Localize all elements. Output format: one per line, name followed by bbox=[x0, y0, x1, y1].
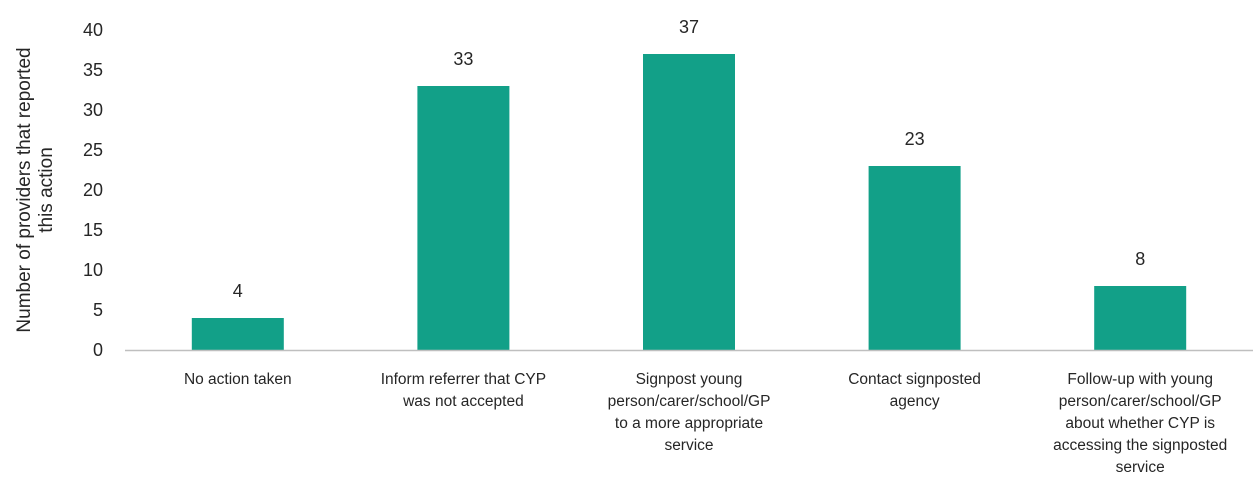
category-label-line: Signpost young bbox=[636, 371, 743, 388]
category-label-line: person/carer/school/GP bbox=[608, 393, 771, 410]
y-axis-title-line: this action bbox=[36, 147, 57, 233]
y-axis-ticks: 0 5 10 15 20 25 30 35 40 bbox=[83, 20, 103, 360]
category-label-line: person/carer/school/GP bbox=[1059, 393, 1222, 410]
y-tick-label: 20 bbox=[83, 180, 103, 200]
y-tick-label: 30 bbox=[83, 100, 103, 120]
category-label-line: to a more appropriate bbox=[615, 415, 763, 432]
y-tick-label: 25 bbox=[83, 140, 103, 160]
category-label-line: Contact signposted bbox=[848, 371, 981, 388]
category-label-line: service bbox=[664, 437, 713, 454]
category-label-line: No action taken bbox=[184, 371, 292, 388]
bar bbox=[191, 318, 284, 350]
y-axis-title-line: Number of providers that reported bbox=[14, 47, 35, 332]
category-labels: No action taken Inform referrer that CYP w… bbox=[184, 371, 1227, 476]
category-label-line: was not accepted bbox=[402, 393, 524, 410]
y-tick-label: 10 bbox=[83, 260, 103, 280]
bar bbox=[417, 86, 510, 350]
data-label: 4 bbox=[233, 281, 243, 301]
category-label-line: Inform referrer that CYP bbox=[381, 371, 546, 388]
data-label: 37 bbox=[679, 17, 699, 37]
category-label-line: Follow-up with young bbox=[1067, 371, 1213, 388]
data-label: 23 bbox=[905, 129, 925, 149]
bar bbox=[1094, 286, 1187, 350]
y-tick-label: 15 bbox=[83, 220, 103, 240]
data-label: 33 bbox=[453, 49, 473, 69]
data-label: 8 bbox=[1135, 249, 1145, 269]
category-label-line: accessing the signposted bbox=[1053, 437, 1227, 454]
y-tick-label: 0 bbox=[93, 340, 103, 360]
category-label-line: agency bbox=[890, 393, 940, 410]
y-axis-title: Number of providers that reported this ac… bbox=[14, 47, 57, 332]
y-tick-label: 5 bbox=[93, 300, 103, 320]
data-labels: 4 33 37 23 8 bbox=[233, 17, 1145, 301]
y-tick-label: 40 bbox=[83, 20, 103, 40]
bar bbox=[643, 54, 735, 350]
bar bbox=[868, 166, 961, 350]
category-label-line: about whether CYP is bbox=[1065, 415, 1215, 432]
category-label-line: service bbox=[1116, 459, 1165, 476]
y-tick-label: 35 bbox=[83, 60, 103, 80]
bars bbox=[191, 54, 1187, 350]
